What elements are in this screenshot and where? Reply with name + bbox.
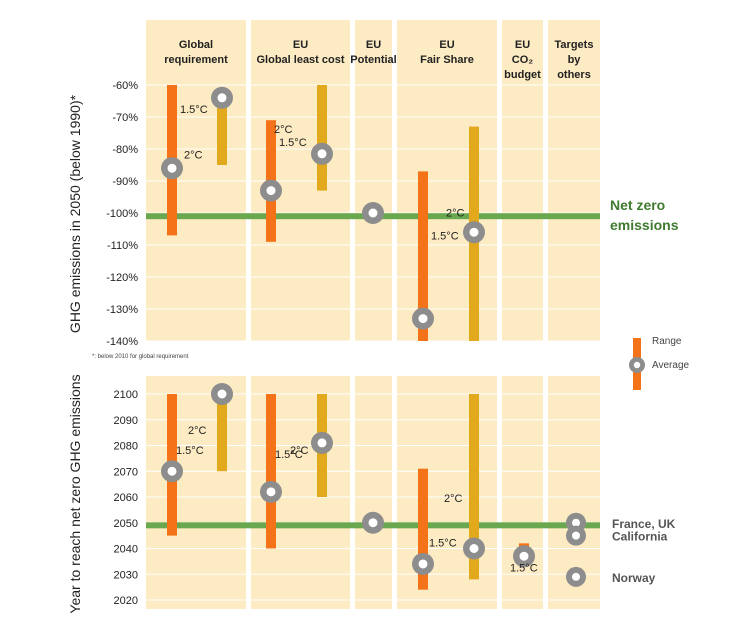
scenario-label-bottom-eu_fair: 2°C	[444, 493, 463, 505]
category-header-others: Targets	[555, 39, 594, 51]
y-tick-label-bottom: 2030	[114, 569, 138, 581]
average-marker-center-bottom-eu_glc	[266, 487, 276, 497]
y-tick-label-top: -90%	[112, 176, 138, 188]
band-bottom-eu_fair	[397, 376, 497, 609]
average-marker-center-bottom-eu_pot	[368, 518, 378, 528]
scenario-label-bottom-eu_glc: 1.5°C	[275, 449, 303, 461]
top-y-axis-title: GHG emissions in 2050 (below 1990)*	[67, 94, 83, 333]
category-header-eu_glc: Global least cost	[256, 54, 344, 66]
y-tick-label-bottom: 2070	[114, 466, 138, 478]
y-tick-label-top: -100%	[106, 208, 138, 220]
scenario-label-top-global: 1.5°C	[180, 104, 208, 116]
range-bar-top-eu_glc	[317, 85, 327, 191]
y-tick-label-top: -60%	[112, 80, 138, 92]
band-bottom-eu_co2	[502, 376, 543, 609]
category-header-others: others	[557, 69, 591, 81]
y-tick-label-bottom: 2080	[114, 441, 138, 453]
y-tick-label-top: -130%	[106, 304, 138, 316]
band-bottom-eu_pot	[355, 376, 392, 609]
range-bar-top-eu_fair	[418, 171, 428, 341]
average-marker-center-bottom-global	[167, 466, 177, 476]
scenario-label-bottom-eu_fair: 1.5°C	[429, 538, 457, 550]
scenario-label-bottom-eu_co2: 1.5°C	[510, 562, 538, 574]
legend-range-label: Range	[652, 336, 682, 347]
y-tick-label-top: -70%	[112, 112, 138, 124]
others-label: France, UK	[612, 517, 676, 531]
y-tick-label-bottom: 2040	[114, 544, 138, 556]
category-header-eu_pot: EU	[366, 39, 381, 51]
category-header-eu_co2: budget	[504, 69, 541, 81]
range-bar-bottom-eu_fair	[418, 468, 428, 590]
y-tick-label-top: -120%	[106, 272, 138, 284]
y-tick-label-bottom: 2060	[114, 492, 138, 504]
range-bar-bottom-eu_glc	[266, 394, 276, 549]
category-header-others: by	[568, 54, 582, 66]
others-label: Norway	[612, 571, 656, 585]
category-header-eu_fair: Fair Share	[420, 54, 474, 66]
legend-average-label: Average	[652, 360, 690, 371]
y-tick-label-bottom: 2100	[114, 389, 138, 401]
scenario-label-top-global: 2°C	[184, 150, 203, 162]
scenario-label-top-eu_fair: 2°C	[446, 208, 465, 220]
average-marker-center-bottom-eu_co2	[519, 551, 529, 561]
average-marker-center-top-eu_fair	[469, 227, 479, 237]
y-tick-label-top: -80%	[112, 144, 138, 156]
average-marker-center-bottom-global	[217, 389, 227, 399]
range-bar-bottom-eu_fair	[469, 394, 479, 580]
range-bar-bottom-global	[217, 394, 227, 472]
scenario-label-bottom-global: 1.5°C	[176, 445, 204, 457]
labels: -60% -70% -80% -90% -100% -110% -120% -130% -140…	[106, 39, 675, 607]
average-marker-center-top-eu_glc	[317, 149, 327, 159]
scenario-label-top-eu_fair: 1.5°C	[431, 230, 459, 242]
footnote: *: below 2010 for global requirement	[92, 354, 189, 360]
category-header-eu_fair: EU	[439, 39, 454, 51]
y-tick-label-bottom: 2050	[114, 518, 138, 530]
average-marker-center-bottom-eu_glc	[317, 438, 327, 448]
category-header-eu_glc: EU	[293, 39, 308, 51]
scenario-label-top-eu_glc: 1.5°C	[279, 137, 307, 149]
others-marker-center	[572, 572, 580, 581]
average-marker-center-top-eu_fair	[418, 314, 428, 324]
y-tick-label-top: -110%	[107, 240, 138, 252]
category-header-global: requirement	[164, 54, 228, 66]
average-markers	[161, 86, 586, 587]
average-marker-center-top-global	[217, 93, 227, 103]
scenario-label-bottom-eu_glc: 2°C	[290, 445, 309, 457]
bottom-y-axis-title: Year to reach net zero GHG emissions	[67, 374, 83, 613]
category-header-global: Global	[179, 39, 213, 51]
average-marker-center-top-eu_pot	[368, 208, 378, 218]
average-marker-center-top-global	[167, 163, 177, 173]
others-marker-center	[572, 531, 580, 540]
scenario-label-top-eu_glc: 2°C	[274, 124, 293, 136]
y-tick-label-bottom: 2020	[114, 595, 138, 607]
category-header-eu_pot: Potential	[350, 54, 396, 66]
net-zero-label-line1: Net zero	[610, 197, 665, 213]
others-marker-center	[572, 518, 580, 527]
net-zero-label-line2: emissions	[610, 217, 679, 233]
y-tick-label-bottom: 2090	[114, 415, 138, 427]
band-bottom-global	[146, 376, 246, 609]
category-header-eu_co2: CO₂	[512, 54, 534, 66]
scenario-label-bottom-global: 2°C	[188, 425, 207, 437]
range-bar-top-global	[217, 94, 227, 165]
y-tick-label-top: -140%	[106, 336, 138, 348]
category-header-eu_co2: EU	[515, 39, 530, 51]
average-marker-center-bottom-eu_fair	[469, 544, 479, 553]
average-marker-center-bottom-eu_fair	[418, 559, 428, 569]
legend-average-marker-inner	[633, 361, 641, 369]
average-marker-center-top-eu_glc	[266, 186, 276, 196]
legend: Range Average	[629, 336, 690, 390]
others-label: California	[612, 530, 668, 544]
